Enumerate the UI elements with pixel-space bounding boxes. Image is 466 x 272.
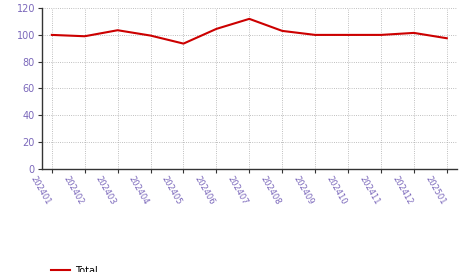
Line: Total: Total: [52, 19, 447, 44]
Total: [247, 17, 252, 20]
Total: [378, 33, 384, 36]
Total: [444, 37, 450, 40]
Total: [312, 33, 318, 36]
Total: [148, 34, 153, 37]
Total: [115, 29, 120, 32]
Total: [411, 31, 417, 35]
Total: [213, 27, 219, 30]
Total: [82, 35, 88, 38]
Total: [181, 42, 186, 45]
Legend: Total: Total: [47, 262, 102, 272]
Total: [49, 33, 55, 36]
Total: [345, 33, 351, 36]
Total: [280, 29, 285, 33]
